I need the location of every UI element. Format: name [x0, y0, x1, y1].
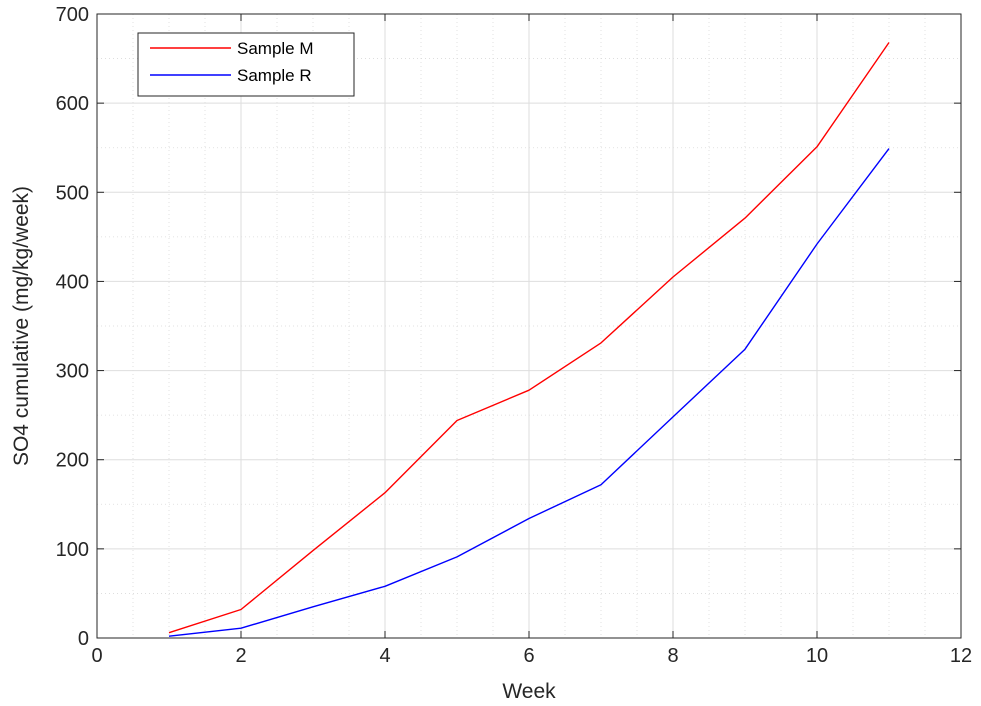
- y-tick-label: 200: [56, 450, 89, 472]
- series-layer: [168, 42, 890, 637]
- legend-label-sample-m: Sample M: [237, 39, 314, 58]
- legend-box: [137, 32, 355, 97]
- x-tick-label: 6: [523, 645, 534, 667]
- series-line-sample-r: [168, 148, 890, 637]
- y-tick-label: 100: [56, 539, 89, 561]
- x-tick-label: 10: [806, 645, 828, 667]
- y-tick-label: 700: [56, 4, 89, 26]
- y-tick-label: 300: [56, 361, 89, 383]
- x-tick-label: 8: [667, 645, 678, 667]
- y-tick-label: 400: [56, 271, 89, 293]
- series-line-sample-m: [168, 42, 890, 634]
- y-axis-label: SO4 cumulative (mg/kg/week): [10, 186, 33, 466]
- major-grid: [97, 14, 961, 638]
- x-tick-label: 0: [91, 645, 102, 667]
- y-tick-label: 600: [56, 93, 89, 115]
- x-tick-label: 12: [950, 645, 972, 667]
- x-axis-label: Week: [502, 680, 556, 703]
- x-tick-label: 2: [235, 645, 246, 667]
- legend-label-sample-r: Sample R: [237, 66, 312, 85]
- y-tick-label: 0: [78, 628, 89, 650]
- y-axis: 0 100 200 300 400 500 600 700: [56, 4, 961, 650]
- x-tick-label: 4: [379, 645, 390, 667]
- legend: Sample M Sample R: [137, 32, 355, 97]
- y-tick-label: 500: [56, 182, 89, 204]
- x-axis: 0 2 4 6 8 10 12: [91, 14, 972, 667]
